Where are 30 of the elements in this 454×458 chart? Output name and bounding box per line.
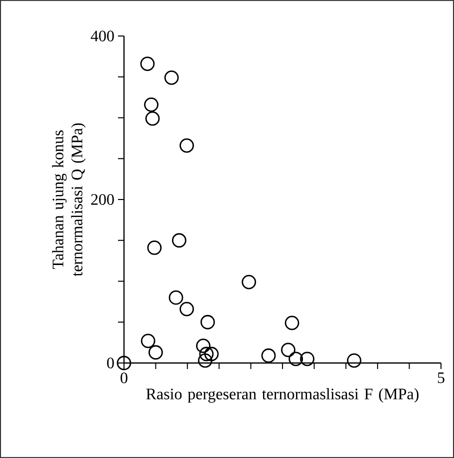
point: [346, 353, 362, 368]
point: [144, 97, 158, 112]
y-axis-title: Tahanan ujung konus ternormalisasi Q (MPa): [52, 123, 86, 276]
point: [168, 290, 184, 305]
y-tick-label: 200: [91, 194, 114, 205]
point: [140, 334, 156, 348]
point: [198, 353, 212, 368]
point: [140, 56, 155, 71]
point: [300, 352, 314, 366]
point: [288, 352, 304, 366]
point: [200, 314, 215, 330]
x-tick-label: 5: [438, 372, 444, 384]
point: [145, 111, 160, 126]
point: [116, 356, 132, 370]
point: [204, 346, 219, 362]
point: [164, 70, 179, 85]
point: [281, 342, 296, 358]
point: [196, 338, 210, 354]
point: [172, 233, 186, 248]
point: [284, 316, 300, 330]
point: [242, 274, 256, 290]
y-tick-label: 0: [107, 358, 114, 368]
y-tick-label: 400: [90, 30, 114, 42]
point: [147, 240, 162, 255]
point: [148, 345, 163, 360]
x-axis-title: Rasio pergeseran ternormaslisasi F (MPa): [146, 388, 419, 403]
point: [261, 348, 276, 363]
point: [180, 302, 194, 316]
point: [199, 346, 214, 362]
point: [180, 138, 194, 153]
